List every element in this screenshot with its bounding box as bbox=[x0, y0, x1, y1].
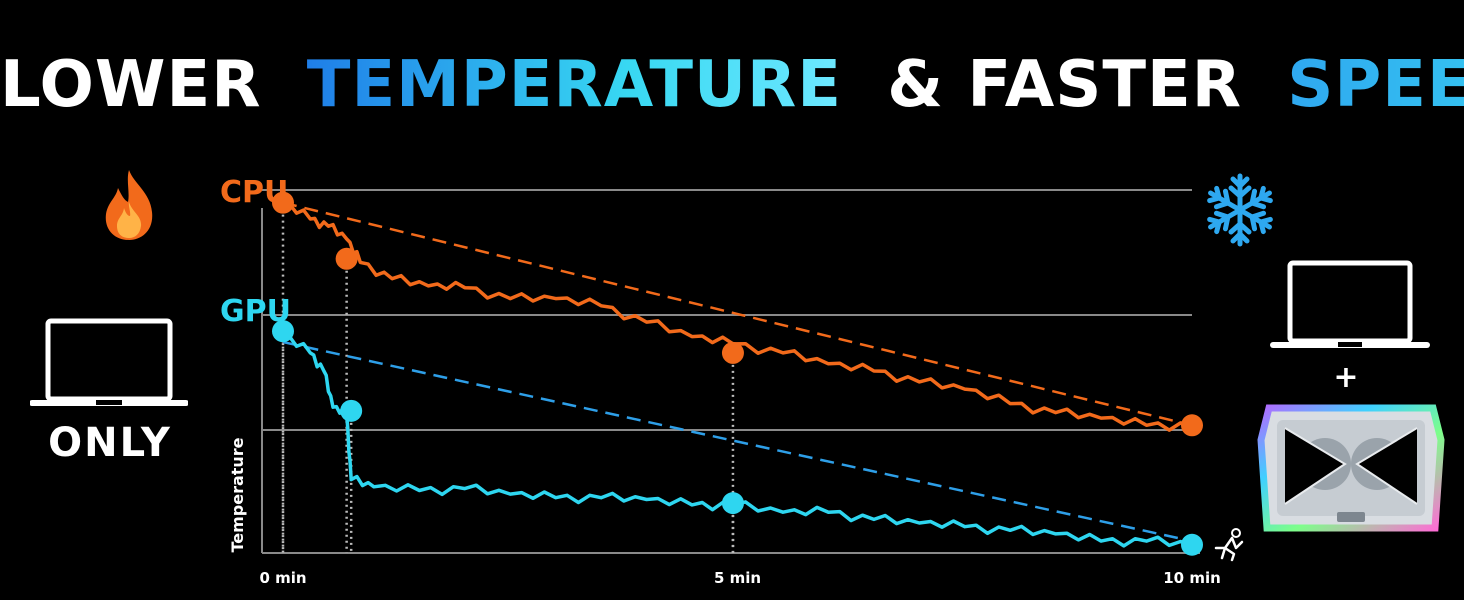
gpu-marker bbox=[340, 399, 363, 422]
x-tick-label: 0 min bbox=[259, 569, 306, 587]
gpu-marker bbox=[1181, 533, 1203, 556]
headline-speed: SPEED bbox=[1287, 48, 1464, 122]
x-tick-label: 5 min bbox=[714, 569, 761, 587]
cpu-marker bbox=[1181, 414, 1203, 437]
headline-lower: LOWER bbox=[0, 48, 262, 122]
gpu-series-label: GPU bbox=[220, 294, 291, 329]
gpu-marker bbox=[721, 492, 744, 515]
cpu-series-label: CPU bbox=[220, 175, 288, 210]
cooling-pad-icon bbox=[1257, 404, 1445, 532]
marker-guides bbox=[281, 214, 735, 553]
cpu-marker bbox=[335, 247, 358, 270]
laptop-icon-right bbox=[1270, 260, 1430, 348]
only-label: ONLY bbox=[48, 420, 172, 466]
headline-and-faster: & FASTER bbox=[887, 48, 1242, 122]
snowflake-icon bbox=[1202, 173, 1278, 250]
cpu-marker bbox=[272, 191, 294, 214]
plus-sign: + bbox=[1333, 360, 1359, 395]
cpu-marker bbox=[721, 341, 744, 364]
gpu-marker bbox=[272, 320, 294, 343]
running-person-icon bbox=[1214, 528, 1244, 562]
cpu-line bbox=[282, 200, 1193, 432]
laptop-icon bbox=[30, 318, 188, 406]
chart-grid bbox=[261, 189, 1200, 554]
series-markers bbox=[272, 191, 1203, 556]
y-axis-label: Temperature bbox=[228, 437, 247, 552]
chart-labels: Temperature 0 min 5 min 10 min CPU GPU bbox=[220, 175, 1244, 587]
gpu-trend-line bbox=[282, 340, 1193, 543]
headline-temperature: TEMPERATURE bbox=[306, 48, 842, 122]
cpu-trend-line bbox=[282, 201, 1193, 427]
x-tick-label: 10 min bbox=[1163, 569, 1221, 587]
headline: LOWER TEMPERATURE & FASTER SPEED bbox=[0, 48, 1464, 122]
fire-icon bbox=[105, 170, 153, 240]
trend-lines bbox=[282, 201, 1193, 543]
